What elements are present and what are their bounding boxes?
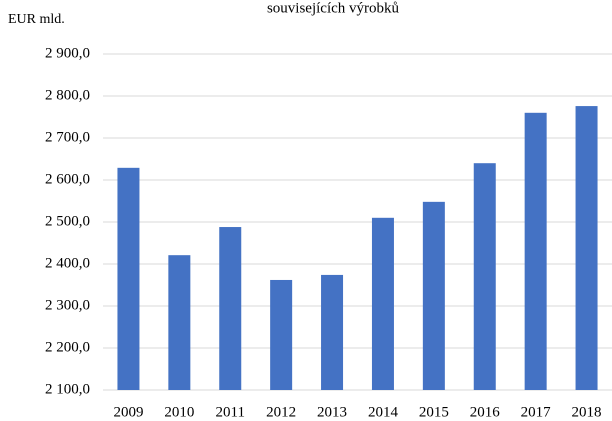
y-tick-label: 2 700,0 bbox=[45, 129, 90, 145]
y-tick-label: 2 800,0 bbox=[45, 87, 90, 103]
x-tick-label: 2013 bbox=[317, 404, 347, 420]
y-axis-label: EUR mld. bbox=[8, 12, 65, 27]
y-tick-label: 2 100,0 bbox=[45, 381, 90, 397]
bar bbox=[524, 112, 547, 391]
x-tick-label: 2014 bbox=[368, 404, 399, 420]
y-tick-label: 2 300,0 bbox=[45, 297, 90, 313]
bar bbox=[575, 106, 598, 390]
x-tick-label: 2012 bbox=[266, 404, 296, 420]
y-tick-label: 2 900,0 bbox=[45, 45, 90, 61]
y-tick-label: 2 200,0 bbox=[45, 339, 90, 355]
y-tick-label: 2 400,0 bbox=[45, 255, 90, 271]
x-tick-label: 2015 bbox=[419, 404, 449, 420]
bar bbox=[270, 279, 293, 390]
x-tick-label: 2018 bbox=[572, 404, 602, 420]
y-tick-label: 2 600,0 bbox=[45, 171, 90, 187]
y-tick-label: 2 500,0 bbox=[45, 213, 90, 229]
x-tick-label: 2009 bbox=[113, 404, 143, 420]
x-tick-label: 2016 bbox=[470, 404, 501, 420]
x-tick-label: 2010 bbox=[164, 404, 194, 420]
bar bbox=[219, 227, 242, 390]
x-tick-label: 2011 bbox=[216, 404, 245, 420]
chart-title: souvisejících výrobků bbox=[267, 0, 400, 16]
x-tick-label: 2017 bbox=[521, 404, 552, 420]
bar bbox=[117, 167, 140, 390]
bar bbox=[168, 255, 191, 390]
bar bbox=[422, 201, 445, 390]
bar bbox=[321, 274, 344, 390]
bar bbox=[473, 163, 496, 390]
bar bbox=[371, 217, 394, 390]
